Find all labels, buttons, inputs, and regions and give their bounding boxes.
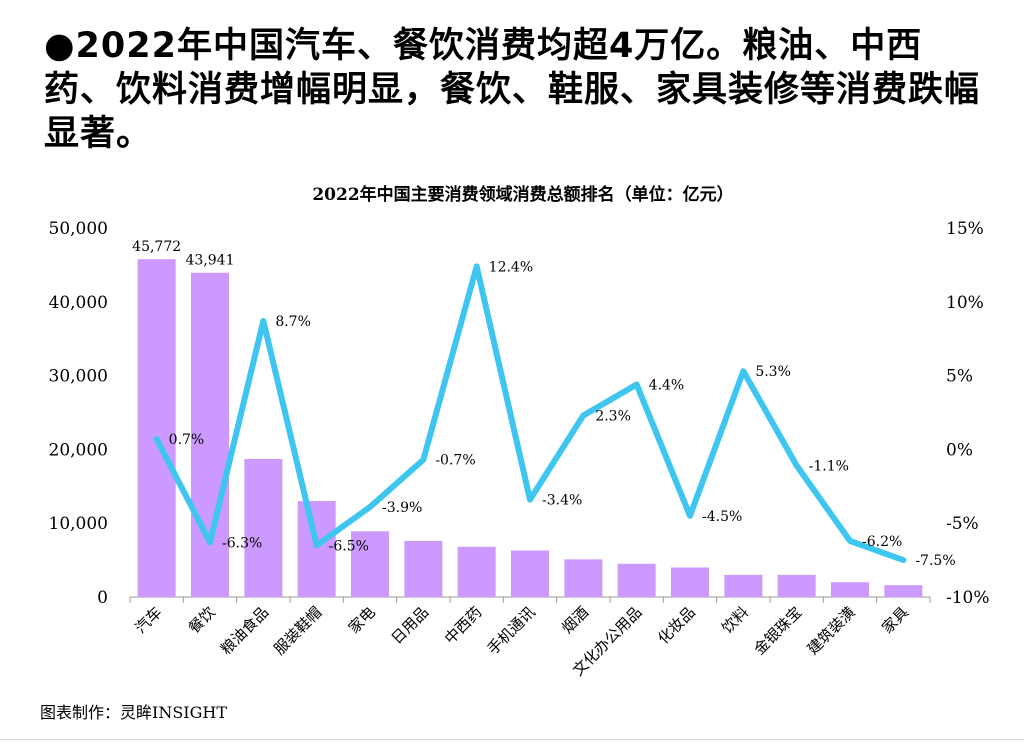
bar	[777, 574, 816, 597]
y-left-tick-label: 40,000	[49, 293, 108, 313]
growth-point	[688, 514, 692, 518]
consumption-chart: 2022年中国主要消费领域消费总额排名（单位：亿元） 0 10,000 20,000…	[49, 184, 990, 679]
growth-point	[421, 458, 425, 462]
bar	[511, 550, 549, 597]
growth-label: 0.7%	[169, 432, 205, 448]
growth-label: 5.3%	[755, 364, 791, 380]
category-label: 汽车	[132, 603, 166, 637]
category-label: 日用品	[388, 603, 433, 648]
category-label: 餐饮	[185, 603, 219, 637]
y-right-tick-label: 0%	[946, 440, 973, 460]
growth-point	[741, 369, 745, 373]
growth-label: 2.3%	[595, 408, 631, 424]
category-label: 中西药	[441, 603, 486, 648]
y-left-tick-label: 20,000	[49, 440, 108, 460]
chart-credit: 图表制作：灵眸INSIGHT	[40, 703, 228, 722]
growth-label: -6.3%	[222, 535, 262, 551]
category-label: 化妆品	[654, 603, 699, 648]
y-right-tick-label: -10%	[946, 588, 990, 608]
bar	[297, 501, 336, 597]
y-right-tick-label: 10%	[946, 293, 984, 313]
y-right-tick-label: 5%	[946, 367, 973, 387]
growth-label: 12.4%	[489, 259, 533, 275]
bar	[724, 574, 763, 597]
bottom-divider	[0, 739, 1024, 740]
y-left-tick-label: 30,000	[49, 367, 108, 387]
growth-point	[901, 558, 905, 562]
growth-label: -7.5%	[915, 553, 955, 569]
bar-value-label: 43,941	[186, 253, 235, 269]
chart-title: 2022年中国主要消费领域消费总额排名（单位：亿元）	[312, 184, 733, 205]
bar	[671, 567, 709, 597]
category-label: 服装鞋帽	[270, 603, 325, 658]
growth-point	[581, 413, 585, 417]
bar	[137, 259, 176, 597]
category-label: 烟酒	[558, 603, 592, 637]
growth-point	[208, 540, 212, 544]
growth-point	[368, 505, 372, 509]
y-right-tick-label: 15%	[946, 219, 984, 239]
headline: ●2022年中国汽车、餐饮消费均超4万亿。粮油、中西药、饮料消费增幅明显，餐饮、…	[44, 26, 981, 154]
category-label: 家具	[878, 603, 912, 637]
category-label: 粮油食品	[217, 603, 272, 658]
growth-point	[261, 319, 265, 323]
growth-label: -6.5%	[329, 538, 369, 554]
category-label: 建筑装潢	[804, 603, 859, 658]
growth-point	[848, 539, 852, 543]
category-label: 饮料	[718, 603, 752, 637]
growth-label: 8.7%	[275, 314, 311, 330]
growth-label: -0.7%	[435, 453, 475, 469]
growth-label: -3.4%	[542, 493, 582, 509]
bar	[244, 458, 283, 597]
growth-label: -4.5%	[702, 509, 742, 525]
bar	[884, 585, 923, 597]
category-label: 金银珠宝	[750, 603, 805, 658]
bar	[351, 531, 389, 597]
growth-point	[635, 382, 639, 386]
bar	[831, 582, 869, 597]
y-left-tick-label: 50,000	[49, 219, 108, 239]
growth-point	[795, 464, 799, 468]
y-left-tick-label: 0	[97, 588, 108, 608]
y-left-tick-label: 10,000	[49, 514, 108, 534]
growth-point	[155, 437, 159, 441]
growth-label: -3.9%	[382, 500, 422, 516]
bar-value-label: 45,772	[132, 239, 181, 255]
bar	[564, 559, 603, 597]
category-label: 手机通讯	[484, 603, 539, 658]
growth-label: 4.4%	[649, 377, 685, 393]
bar	[404, 540, 443, 597]
growth-point	[475, 264, 479, 268]
growth-point	[528, 498, 532, 502]
y-right-tick-label: -5%	[946, 514, 979, 534]
growth-label: -1.1%	[809, 459, 849, 475]
growth-label: -6.2%	[862, 534, 902, 550]
category-label: 家电	[345, 603, 379, 637]
bar	[617, 563, 656, 597]
growth-point	[315, 543, 319, 547]
bar	[457, 546, 496, 597]
